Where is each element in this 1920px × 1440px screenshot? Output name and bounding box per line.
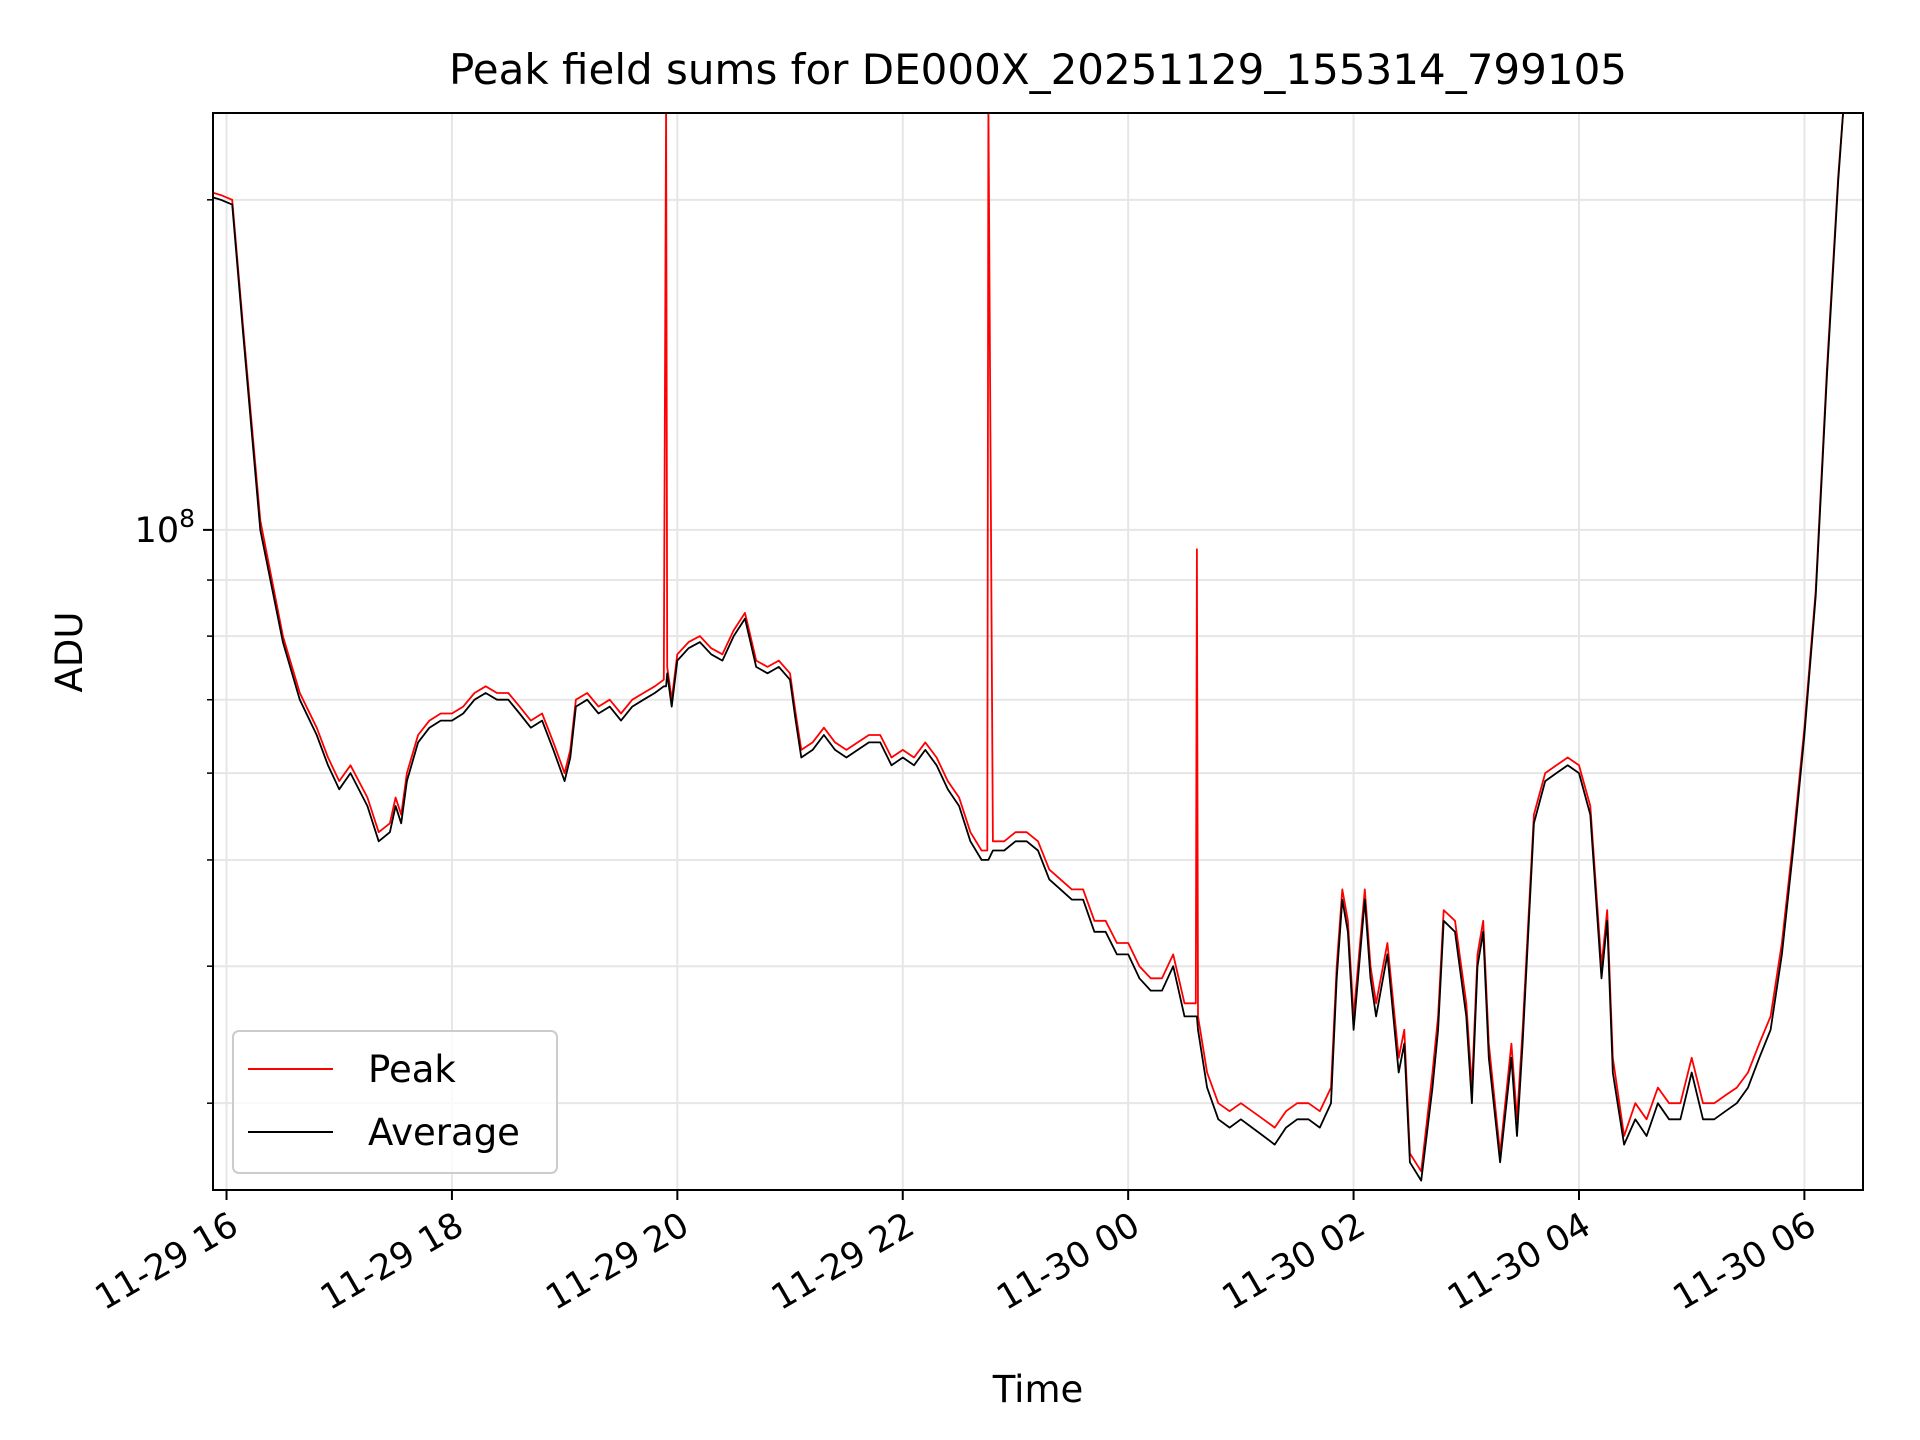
series-layer (213, 113, 1844, 1182)
series-line-average (213, 113, 1844, 1182)
legend-box (232, 1030, 558, 1174)
y-tick-label-base: 10 (135, 511, 180, 551)
y-tick-label-exponent: 8 (179, 504, 195, 533)
series-line-peak (213, 113, 1844, 1173)
legend: Peak Average (232, 1030, 558, 1174)
legend-peak-label: Peak (368, 1048, 456, 1091)
y-axis: 108 (135, 199, 213, 1104)
legend-average-label: Average (368, 1111, 520, 1154)
y-axis-label: ADU (48, 612, 91, 693)
chart-title: Peak field sums for DE000X_20251129_1553… (449, 45, 1627, 94)
plot-area-frame (212, 112, 1864, 1191)
grid (213, 113, 1863, 1190)
y-tick-label: 108 (135, 504, 195, 551)
x-axis-label: Time (992, 1368, 1084, 1411)
